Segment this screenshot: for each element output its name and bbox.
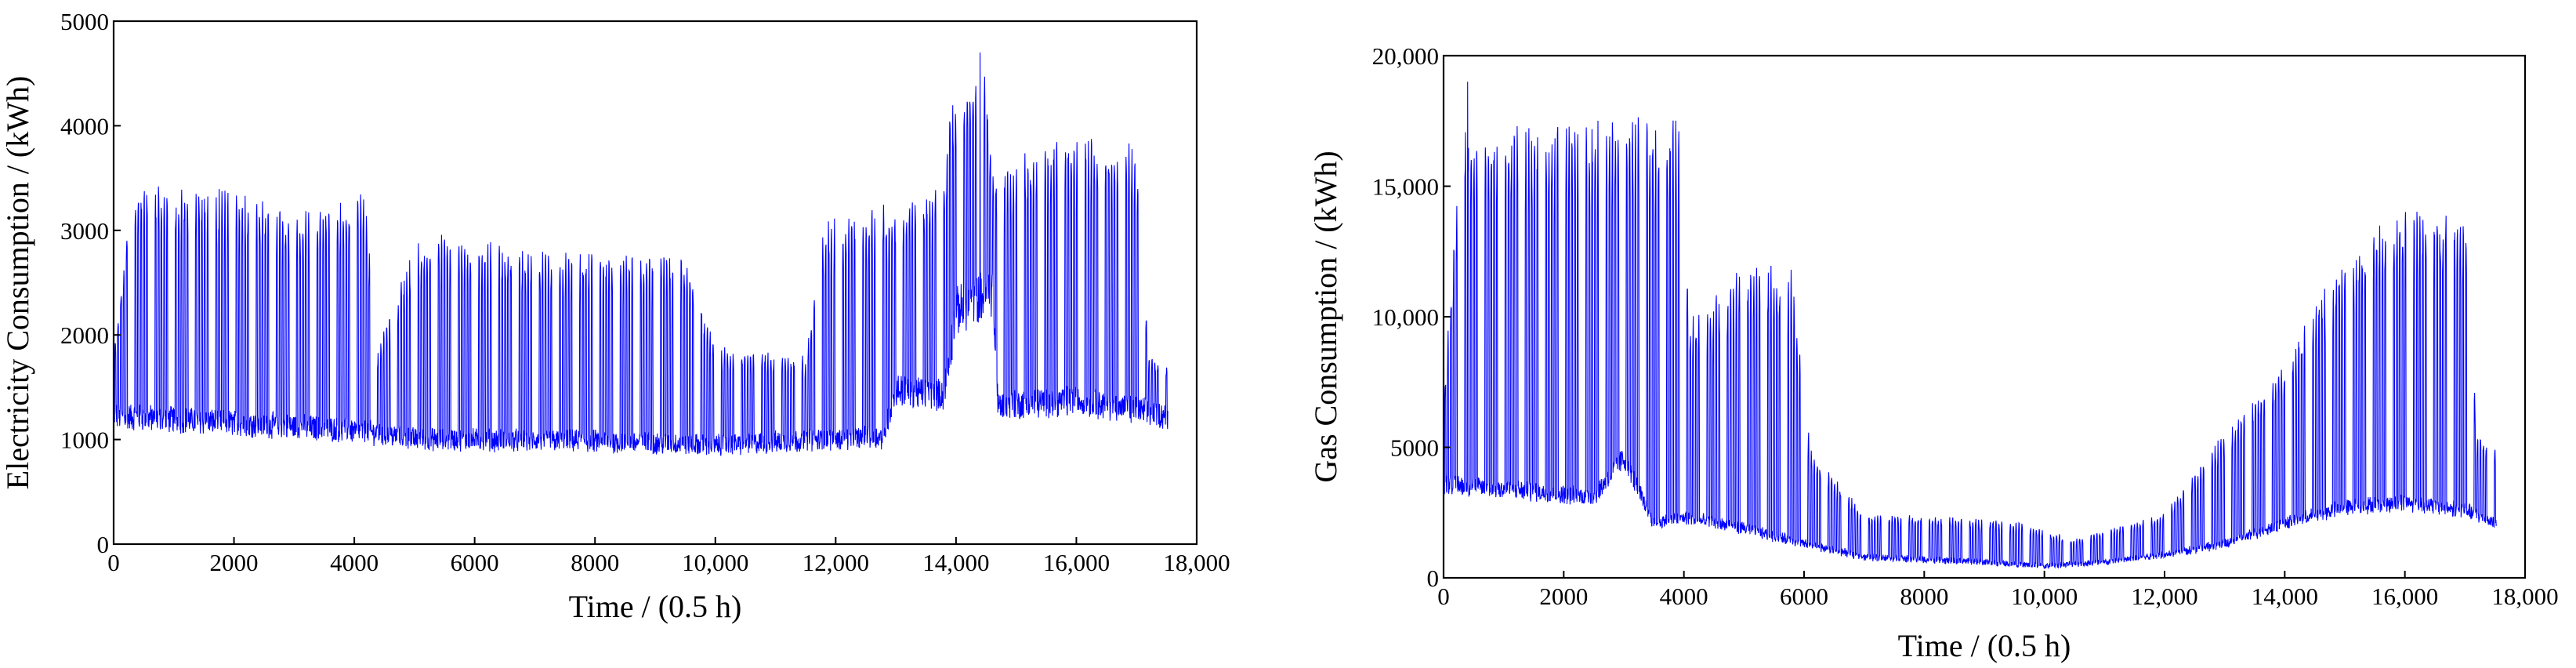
gas-x-tick-label: 12,000 <box>2131 583 2197 610</box>
electricity-x-axis-title: Time / (0.5 h) <box>569 589 742 624</box>
gas-y-tick-label: 10,000 <box>1372 303 1439 331</box>
gas-y-axis-title: Gas Consumption / (kWh) <box>1308 151 1343 482</box>
electricity-y-axis-title: Electricity Consumption / (kWh) <box>0 76 35 490</box>
gas-x-tick-label: 10,000 <box>2011 583 2078 610</box>
electricity-x-tick-label: 14,000 <box>922 549 989 576</box>
electricity-x-tick-label: 6000 <box>451 549 499 576</box>
electricity-x-tick-label: 16,000 <box>1043 549 1110 576</box>
electricity-x-tick-label: 12,000 <box>803 549 869 576</box>
gas-x-tick-label: 0 <box>1437 583 1450 610</box>
gas-x-tick-label: 18,000 <box>2491 583 2558 610</box>
gas-chart: 0 2000 4000 6000 8000 10,000 12,000 14,000 16,00… <box>1308 42 2559 663</box>
electricity-y-tick-label: 3000 <box>60 217 109 245</box>
gas-series-line-0 <box>1443 82 2497 570</box>
electricity-x-tick-label: 4000 <box>330 549 379 576</box>
electricity-y-tick-label: 1000 <box>60 427 109 454</box>
electricity-chart: 0 2000 4000 6000 8000 10,000 12,000 14,000 16,00… <box>0 8 1230 624</box>
electricity-series-line-0 <box>113 52 1168 456</box>
gas-x-tick-label: 16,000 <box>2371 583 2438 610</box>
gas-y-tick-label: 0 <box>1427 565 1440 592</box>
electricity-y-tick-label: 0 <box>97 531 110 558</box>
gas-x-tick-label: 6000 <box>1780 583 1828 610</box>
electricity-plot-frame <box>112 20 1198 546</box>
electricity-x-tick-label: 18,000 <box>1163 549 1230 576</box>
gas-x-tick-label: 14,000 <box>2252 583 2318 610</box>
electricity-y-tick-label: 5000 <box>60 8 109 35</box>
electricity-x-tick-label: 10,000 <box>682 549 748 576</box>
gas-y-tick-label: 20,000 <box>1372 42 1439 70</box>
gas-x-tick-label: 8000 <box>1900 583 1948 610</box>
gas-y-tick-label: 15,000 <box>1372 173 1439 201</box>
gas-x-axis-title: Time / (0.5 h) <box>1898 628 2071 663</box>
electricity-x-tick-label: 8000 <box>571 549 619 576</box>
electricity-y-tick-label: 2000 <box>60 321 109 349</box>
electricity-x-tick-label: 0 <box>107 549 120 576</box>
electricity-x-tick-label: 2000 <box>210 549 259 576</box>
gas-x-tick-label: 2000 <box>1539 583 1588 610</box>
gas-y-tick-label: 5000 <box>1390 434 1439 462</box>
electricity-y-tick-label: 4000 <box>60 112 109 140</box>
gas-x-tick-label: 4000 <box>1660 583 1708 610</box>
